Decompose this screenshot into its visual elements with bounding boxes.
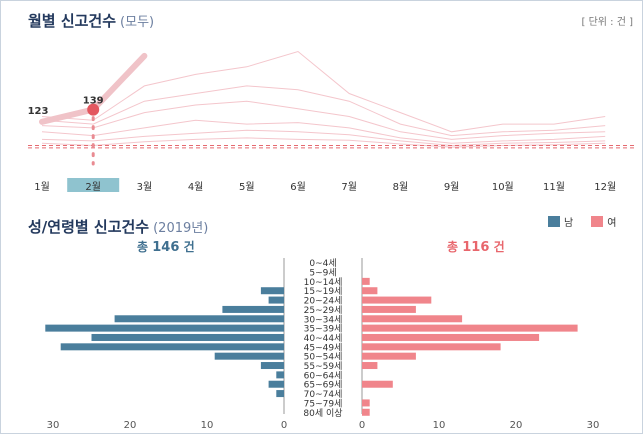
male-legend-label: 남 — [564, 218, 574, 229]
age-group-label: 30~34세 — [304, 314, 343, 325]
x-tick-label: 11월 — [543, 181, 565, 193]
gender-legend: 남 여 — [548, 214, 616, 229]
male-bar — [260, 287, 284, 295]
female-legend-label: 여 — [607, 218, 617, 229]
x-tick-label: 2월 — [85, 181, 101, 193]
male-bar — [268, 380, 284, 388]
age-group-label: 20~24세 — [304, 296, 343, 307]
age-group-label: 5~9세 — [309, 268, 336, 279]
data-label: 123 — [28, 106, 49, 117]
male-total: 총 146 건 — [137, 240, 195, 255]
female-bar — [362, 305, 416, 313]
background-series-line — [41, 50, 606, 133]
x-tick-label: 5월 — [239, 181, 255, 193]
female-bar — [362, 277, 370, 285]
male-bar — [60, 343, 285, 351]
age-group-label: 25~29세 — [304, 305, 343, 316]
female-total: 총 116 건 — [447, 240, 505, 255]
age-group-label: 0~4세 — [309, 258, 336, 269]
age-chart-subtitle: (2019년) — [153, 221, 209, 236]
male-bar — [114, 315, 284, 323]
female-x-tick-label: 10 — [433, 420, 446, 431]
x-tick-label: 12월 — [594, 181, 616, 193]
male-bar — [260, 362, 284, 370]
male-x-tick-label: 20 — [124, 420, 137, 431]
female-x-tick-label: 20 — [510, 420, 523, 431]
male-bar — [91, 333, 284, 341]
age-group-label: 10~14세 — [304, 277, 343, 288]
female-bar — [362, 296, 432, 304]
x-tick-label: 10월 — [492, 181, 514, 193]
male-bar — [45, 324, 284, 332]
male-legend-swatch — [548, 216, 560, 227]
male-x-tick-label: 0 — [281, 420, 287, 431]
x-tick-label: 9월 — [444, 181, 460, 193]
age-group-label: 50~54세 — [304, 352, 343, 363]
x-tick-label: 7월 — [341, 181, 357, 193]
female-bar — [362, 343, 501, 351]
x-tick-label: 1월 — [34, 181, 50, 193]
age-group-label: 70~74세 — [304, 389, 343, 400]
x-tick-label: 6월 — [290, 181, 306, 193]
male-bar — [276, 390, 284, 398]
female-bar — [362, 324, 578, 332]
x-tick-label: 4월 — [188, 181, 204, 193]
female-bar — [362, 362, 378, 370]
x-tick-label: 3월 — [137, 181, 153, 193]
background-series-line — [41, 119, 606, 144]
background-series-line — [41, 100, 606, 140]
background-series-line — [41, 129, 606, 147]
unit-label: [ 단위 : 건 ] — [581, 17, 634, 28]
female-bar — [362, 287, 378, 295]
age-group-label: 15~19세 — [304, 286, 343, 297]
male-bar — [276, 371, 284, 379]
data-label: 139 — [83, 96, 104, 107]
x-tick-label: 8월 — [393, 181, 409, 193]
age-group-label: 65~69세 — [304, 380, 343, 391]
male-bar — [222, 305, 284, 313]
monthly-chart-subtitle: (모두) — [120, 15, 155, 30]
male-bar — [214, 352, 284, 360]
age-group-label: 55~59세 — [304, 361, 343, 372]
female-bar — [362, 352, 416, 360]
age-group-label: 45~49세 — [304, 342, 343, 353]
female-legend-swatch — [591, 216, 604, 227]
female-x-tick-label: 30 — [587, 420, 600, 431]
female-bar — [362, 399, 370, 407]
female-bar — [362, 408, 370, 416]
female-bar — [362, 315, 463, 323]
age-group-label: 80세 이상 — [303, 408, 342, 419]
male-x-tick-label: 30 — [47, 420, 60, 431]
age-group-label: 40~44세 — [304, 333, 343, 344]
monthly-chart-title: 월별 신고건수 (모두) — [28, 12, 155, 30]
male-x-tick-label: 10 — [201, 420, 214, 431]
age-group-label: 35~39세 — [304, 324, 343, 335]
female-bar — [362, 380, 393, 388]
age-group-label: 60~64세 — [304, 370, 343, 381]
selected-month-highlight — [67, 178, 120, 192]
female-x-tick-label: 0 — [359, 420, 365, 431]
age-chart-title: 성/연령별 신고건수 (2019년) — [28, 218, 209, 236]
male-bar — [268, 296, 284, 304]
highlight-point — [87, 103, 100, 116]
age-group-label: 75~79세 — [304, 398, 343, 409]
female-bar — [362, 333, 540, 341]
background-series-line — [41, 85, 606, 137]
